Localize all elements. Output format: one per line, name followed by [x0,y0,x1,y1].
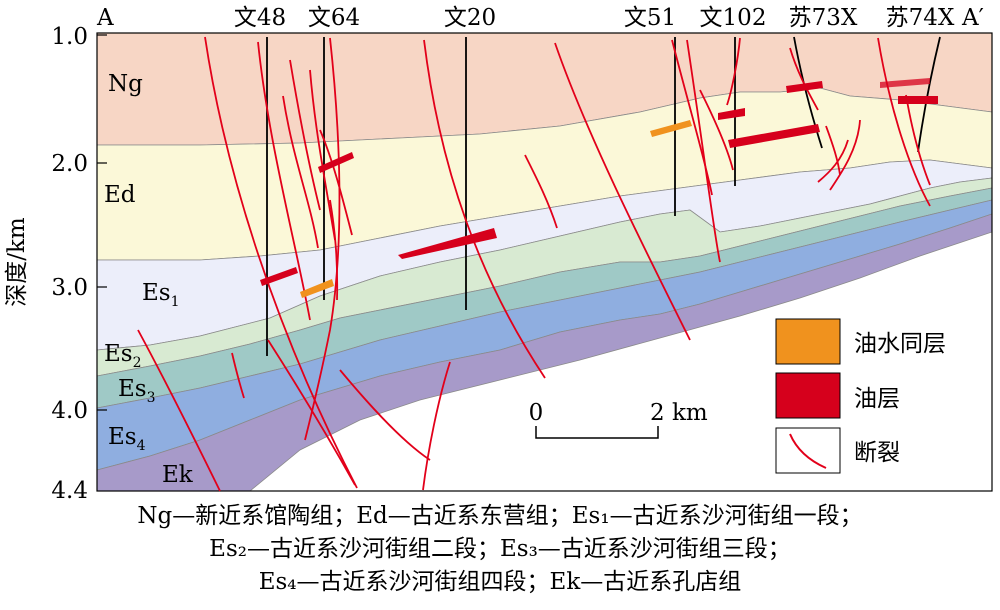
legend-label-fault: 断裂 [854,440,900,466]
depth-axis-label: 深度/km [4,217,30,307]
figure-caption: Ng—新近系馆陶组；Ed—古近系东营组；Es₁—古近系沙河街组一段； Es₂—古… [0,500,1000,599]
well-label-wen102: 文102 [700,5,767,31]
oil-water-layers [300,120,692,298]
cross-section-figure: 1.0 2.0 3.0 4.0 4.4 深度/km A A′ 文48 文64 文… [4,5,993,500]
caption-line-1: Ng—新近系馆陶组；Ed—古近系东营组；Es₁—古近系沙河街组一段； [137,503,863,529]
depth-tick-3: 3.0 [51,275,88,301]
below-model-zone [249,231,992,491]
layer-label-es2: Es2 [104,341,142,371]
layer-label-es1: Es1 [142,280,180,310]
section-start-label: A [96,5,114,31]
layer-label-ed: Ed [104,182,136,208]
section-end-label: A′ [961,5,984,31]
layer-label-es4: Es4 [108,424,146,454]
legend-swatch-fault [775,427,841,474]
layer-label-ng: Ng [108,71,143,97]
plot-frame [96,32,993,492]
well-label-wen20: 文20 [444,5,496,31]
caption-line-2: Es₂—古近系沙河街组二段；Es₃—古近系沙河街组三段； [209,536,791,562]
strata [97,33,992,491]
faults [137,36,931,492]
legend-swatch-oil-water [775,318,841,365]
well-bore-su73x [793,36,823,149]
depth-tick-1: 1.0 [51,24,88,50]
depth-tick-2: 2.0 [51,151,88,177]
scale-zero-label: 0 [529,400,544,426]
depth-axis [97,34,107,411]
depth-tick-5: 4.4 [51,478,88,500]
well-label-wen48: 文48 [234,5,286,31]
depth-tick-4: 4.0 [51,398,88,424]
well-label-su73x: 苏73X [789,5,858,31]
layer-label-ek: Ek [162,462,194,488]
legend-swatch-oil [775,372,841,419]
caption-line-3: Es₄—古近系沙河街组四段；Ek—古近系孔店组 [258,569,742,595]
legend-label-oil-water: 油水同层 [854,331,946,357]
well-label-wen51: 文51 [624,5,676,31]
legend-label-oil: 油层 [854,386,900,412]
well-bore-su74x [917,36,941,153]
well-label-wen64: 文64 [308,5,360,31]
legend-fault-line-icon [789,433,827,469]
well-label-su74x: 苏74X [886,5,955,31]
oil-layers [260,78,938,286]
scale-end-label: 2 km [650,400,708,426]
layer-label-es3: Es3 [118,376,156,406]
legend: 油水同层 油层 断裂 [775,318,946,474]
scale-bar [535,426,659,439]
